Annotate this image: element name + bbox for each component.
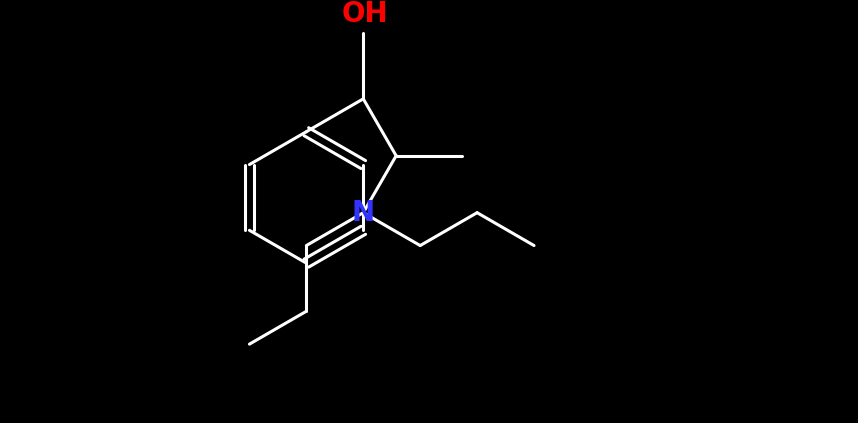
Text: N: N (352, 199, 375, 227)
Text: OH: OH (341, 0, 388, 28)
